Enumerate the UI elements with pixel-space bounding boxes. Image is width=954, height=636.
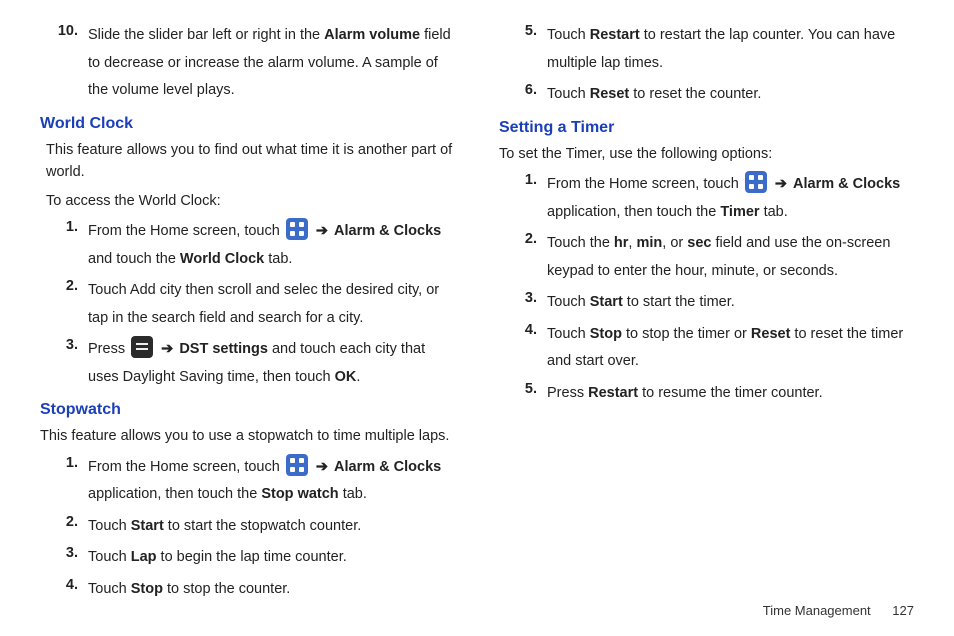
timer-step-5: 5. Press Restart to resume the timer cou… — [499, 380, 914, 408]
apps-grid-icon — [286, 454, 308, 476]
arrow-icon: ➔ — [316, 223, 328, 239]
timer-step-3: 3. Touch Start to start the timer. — [499, 289, 914, 317]
stopwatch-step-2: 2. Touch Start to start the stopwatch co… — [40, 513, 455, 541]
timer-heading: Setting a Timer — [499, 119, 914, 137]
timer-step-1: 1. From the Home screen, touch ➔ Alarm &… — [499, 171, 914, 226]
step-number: 10. — [40, 22, 88, 39]
arrow-icon: ➔ — [775, 176, 787, 192]
world-clock-intro: This feature allows you to find out what… — [46, 139, 455, 184]
world-clock-access: To access the World Clock: — [46, 190, 455, 212]
stopwatch-step-5: 5. Touch Restart to restart the lap coun… — [499, 22, 914, 77]
world-clock-heading: World Clock — [40, 115, 455, 133]
stopwatch-step-4: 4. Touch Stop to stop the counter. — [40, 576, 455, 604]
page-footer: Time Management 127 — [763, 603, 914, 618]
world-clock-step-1: 1. From the Home screen, touch ➔ Alarm &… — [40, 218, 455, 273]
stopwatch-intro: This feature allows you to use a stopwat… — [40, 425, 455, 447]
page-number: 127 — [892, 603, 914, 618]
stopwatch-heading: Stopwatch — [40, 401, 455, 419]
apps-grid-icon — [745, 171, 767, 193]
step-text: Slide the slider bar left or right in th… — [88, 22, 455, 105]
page-content: 10. Slide the slider bar left or right i… — [0, 0, 954, 608]
timer-step-2: 2. Touch the hr, min, or sec field and u… — [499, 230, 914, 285]
world-clock-step-2: 2. Touch Add city then scroll and selec … — [40, 277, 455, 332]
stopwatch-step-3: 3. Touch Lap to begin the lap time count… — [40, 544, 455, 572]
left-column: 10. Slide the slider bar left or right i… — [40, 22, 455, 608]
stopwatch-step-6: 6. Touch Reset to reset the counter. — [499, 81, 914, 109]
arrow-icon: ➔ — [316, 459, 328, 475]
alarm-step-10: 10. Slide the slider bar left or right i… — [40, 22, 455, 105]
arrow-icon: ➔ — [161, 341, 173, 357]
timer-step-4: 4. Touch Stop to stop the timer or Reset… — [499, 321, 914, 376]
timer-intro: To set the Timer, use the following opti… — [499, 143, 914, 165]
apps-grid-icon — [286, 218, 308, 240]
menu-icon — [131, 336, 153, 358]
footer-section: Time Management — [763, 603, 871, 618]
right-column: 5. Touch Restart to restart the lap coun… — [499, 22, 914, 608]
stopwatch-step-1: 1. From the Home screen, touch ➔ Alarm &… — [40, 454, 455, 509]
world-clock-step-3: 3. Press ➔ DST settings and touch each c… — [40, 336, 455, 391]
